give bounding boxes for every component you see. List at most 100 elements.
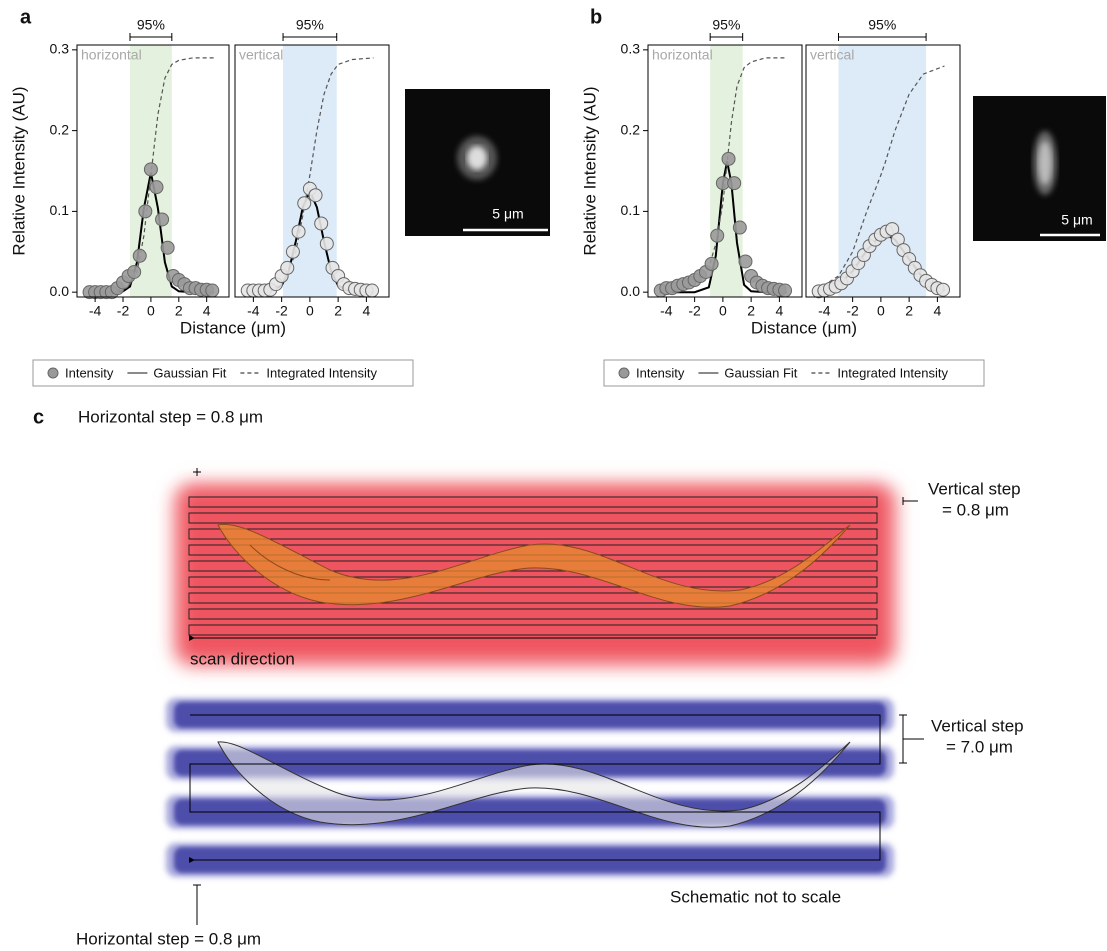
y-tick-label: 0.1 (621, 202, 641, 218)
ci-label: 95% (712, 17, 740, 33)
x-tick-label: 0 (306, 303, 314, 319)
micrograph: 5 μm (405, 89, 550, 236)
x-tick-label: -2 (846, 303, 859, 319)
ci-bracket (837, 33, 927, 41)
intensity-point (721, 151, 736, 166)
plot: 95% horizontal -4 -2 0 2 4 0.0 0.1 0.2 0.3 Relative… (580, 17, 857, 338)
intensity-point (297, 196, 312, 211)
micrograph: 5 μm (973, 96, 1106, 241)
intensity-point (160, 240, 175, 255)
legend-frame (603, 359, 985, 387)
panel-label: b (590, 6, 602, 28)
scan-direction: scan direction (190, 649, 295, 668)
intensity-point (143, 162, 158, 177)
legend-label: Intensity (636, 365, 685, 380)
x-tick-label: 2 (334, 303, 342, 319)
intensity-point (936, 282, 951, 297)
intensity-point (704, 256, 719, 271)
x-tick-label: 2 (175, 303, 183, 319)
x-tick-label: 4 (933, 303, 941, 319)
bracket (193, 714, 924, 925)
ci-bracket (129, 33, 173, 41)
intensity-point (291, 224, 306, 239)
axes-frame (234, 44, 390, 298)
legend-frame (32, 359, 414, 387)
y-tick-label: 0.3 (621, 41, 641, 57)
step-label: Horizontal step = 0.8 μm (78, 407, 263, 426)
legend: Intensity Gaussian Fit Integrated Intensit… (603, 359, 985, 387)
step-label: Vertical step (928, 479, 1021, 498)
x-tick-label: 0 (147, 303, 155, 319)
intensity-point (727, 176, 742, 191)
x-tick-label: 2 (747, 303, 755, 319)
legend-label: Gaussian Fit (724, 365, 797, 380)
scale-label: 5 μm (1061, 212, 1092, 228)
intensity-point (710, 228, 725, 243)
y-tick-label: 0.2 (621, 121, 641, 137)
x-tick-label: 2 (905, 303, 913, 319)
x-tick-label: 4 (203, 303, 211, 319)
y-tick-label: 0.3 (50, 41, 70, 57)
y-axis-label: Relative Intensity (AU) (9, 86, 28, 255)
ci-label: 95% (868, 17, 896, 33)
x-tick-label: -4 (660, 303, 673, 319)
intensity-point (132, 248, 147, 263)
intensity-point (285, 244, 300, 259)
x-tick-label: -4 (89, 303, 102, 319)
step-label: = 7.0 μm (946, 737, 1013, 756)
intensity-point (738, 254, 753, 269)
step-label: = 0.8 μm (942, 500, 1009, 519)
intensity-point (127, 264, 142, 279)
x-tick-label: -4 (247, 303, 260, 319)
integrated-line (816, 65, 945, 291)
axes-frame (805, 44, 961, 298)
sparse-scan (166, 698, 894, 877)
intensity-point (319, 236, 334, 251)
dense-scan (170, 480, 900, 670)
ci-bracket (709, 33, 744, 41)
y-tick-label: 0.0 (621, 283, 641, 299)
plot: 95% horizontal -4 -2 0 2 4 0.0 0.1 0.2 0.3 Relative… (9, 17, 286, 338)
x-tick-label: -2 (117, 303, 130, 319)
x-tick-label: 4 (362, 303, 370, 319)
x-tick-label: -2 (688, 303, 701, 319)
panel-subtitle: horizontal (81, 47, 142, 63)
panel-label: c (33, 406, 44, 428)
legend-swatch (618, 367, 630, 379)
y-tick-label: 0.0 (50, 283, 70, 299)
legend-label: Intensity (65, 365, 114, 380)
plot: 95% vertical -4 -2 0 2 4 (805, 17, 961, 319)
y-tick-label: 0.1 (50, 202, 70, 218)
legend-swatch (47, 367, 59, 379)
note: Schematic not to scale (670, 887, 841, 906)
intensity-point (138, 204, 153, 219)
panel-subtitle: vertical (810, 47, 854, 63)
intensity-point (155, 212, 170, 227)
axes-frame (76, 44, 230, 298)
intensity-point (314, 216, 329, 231)
x-tick-label: 0 (877, 303, 885, 319)
ci-label: 95% (296, 17, 324, 33)
scale-label: 5 μm (492, 206, 523, 222)
x-tick-label: -2 (275, 303, 288, 319)
ci-label: 95% (137, 17, 165, 33)
panel-subtitle: horizontal (652, 47, 713, 63)
axes-frame (647, 44, 803, 298)
legend-label: Integrated Intensity (837, 365, 948, 380)
plot: 95% vertical -4 -2 0 2 4 (234, 17, 390, 319)
x-axis-label: Distance (μm) (180, 318, 286, 337)
intensity-point (149, 180, 164, 195)
y-axis-label: Relative Intensity (AU) (580, 86, 599, 255)
step-label: Vertical step (931, 716, 1024, 735)
intensity-point (778, 283, 793, 298)
bracket (193, 468, 918, 505)
intensity-point (308, 188, 323, 203)
x-axis-label: Distance (μm) (751, 318, 857, 337)
step-label: Horizontal step = 0.8 μm (76, 929, 261, 948)
x-tick-label: 4 (775, 303, 783, 319)
panel-subtitle: vertical (239, 47, 283, 63)
y-tick-label: 0.2 (50, 121, 70, 137)
legend-label: Gaussian Fit (153, 365, 226, 380)
x-tick-label: -4 (818, 303, 831, 319)
